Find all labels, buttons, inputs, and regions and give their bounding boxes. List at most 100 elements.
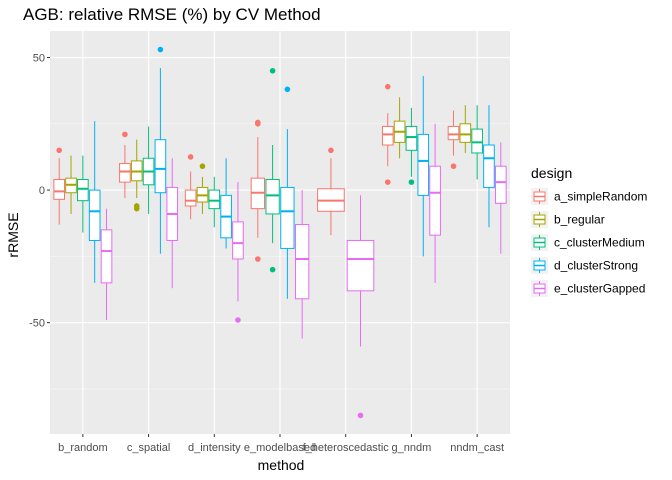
box-body bbox=[381, 125, 394, 146]
box-d_clusterStrong-c_spatial bbox=[154, 46, 167, 254]
box-e_clusterGapped-g_nndm bbox=[429, 123, 441, 283]
box-d_clusterStrong-nndm_cast bbox=[483, 105, 495, 228]
outlier-point bbox=[255, 119, 261, 126]
box-body bbox=[471, 128, 483, 154]
box-body bbox=[494, 165, 507, 204]
x-tick-label: d_intensity bbox=[188, 442, 241, 454]
outlier-point bbox=[328, 147, 334, 154]
x-axis: b_random c_spatial d_intensity e_modelbased… bbox=[58, 434, 504, 454]
outlier-point bbox=[450, 163, 457, 170]
outlier-point bbox=[269, 67, 276, 74]
box-a_simpleRandom-b_random bbox=[53, 147, 66, 225]
box-d_clusterStrong-g_nndm bbox=[417, 76, 430, 257]
chart-title: AGB: relative RMSE (%) by CV Method bbox=[23, 5, 321, 24]
x-tick-label: b_random bbox=[58, 442, 108, 454]
outlier-point bbox=[269, 266, 276, 273]
box-body bbox=[346, 239, 375, 292]
x-tick-label: e_modelbased bbox=[244, 442, 316, 454]
x-tick-label: nndm_cast bbox=[450, 442, 504, 454]
x-tick-label: f_heteroscedastic bbox=[303, 442, 390, 454]
box-e_clusterGapped-b_random bbox=[100, 208, 113, 320]
legend: design a_simpleRandom b_regular c_clusterM… bbox=[531, 165, 647, 297]
box-e_clusterGapped-c_spatial bbox=[166, 158, 179, 289]
outlier-point bbox=[384, 83, 391, 90]
box-body bbox=[417, 133, 430, 196]
box-c_clusterMedium-c_spatial bbox=[142, 126, 155, 214]
box-body bbox=[53, 178, 66, 200]
box-a_simpleRandom-c_spatial bbox=[119, 131, 131, 199]
y-axis: -50 0 50 bbox=[29, 53, 50, 330]
box-body bbox=[483, 144, 495, 188]
box-body bbox=[280, 186, 295, 249]
box-body bbox=[295, 224, 310, 300]
outlier-point bbox=[133, 205, 140, 212]
legend-title: design bbox=[531, 165, 572, 181]
box-body bbox=[459, 123, 472, 143]
outlier-point bbox=[56, 147, 62, 154]
legend-label: c_clusterMedium bbox=[554, 236, 645, 250]
outlier-point bbox=[157, 46, 164, 53]
box-e_clusterGapped-f_heteroscedastic bbox=[346, 195, 375, 419]
outlier-point bbox=[122, 131, 128, 138]
grid-major bbox=[50, 31, 510, 434]
y-axis-label: rRMSE bbox=[5, 212, 21, 257]
box-c_clusterMedium-d_intensity bbox=[208, 176, 221, 228]
box-d_clusterStrong-d_intensity bbox=[220, 158, 232, 249]
box-c_clusterMedium-nndm_cast bbox=[471, 105, 483, 180]
legend-item-d_clusterStrong: d_clusterStrong bbox=[531, 257, 638, 274]
box-e_clusterGapped-d_intensity bbox=[232, 182, 244, 323]
outlier-point bbox=[235, 317, 241, 323]
box-body bbox=[265, 178, 280, 215]
box-body bbox=[77, 178, 89, 202]
legend-label: e_clusterGapped bbox=[554, 282, 645, 296]
box-body bbox=[208, 189, 221, 210]
outlier-point bbox=[199, 163, 206, 170]
box-a_simpleRandom-f_heteroscedastic bbox=[317, 147, 345, 236]
box-d_clusterStrong-b_random bbox=[88, 121, 101, 283]
outlier-point bbox=[408, 179, 415, 185]
box-body bbox=[232, 221, 244, 260]
box-body bbox=[100, 229, 113, 284]
box-b_regular-nndm_cast bbox=[459, 105, 472, 153]
box-body bbox=[184, 189, 197, 207]
box-c_clusterMedium-g_nndm bbox=[405, 107, 418, 185]
legend-label: b_regular bbox=[554, 213, 605, 227]
box-body bbox=[405, 125, 418, 151]
x-axis-label: method bbox=[258, 457, 305, 473]
box-a_simpleRandom-g_nndm bbox=[381, 83, 394, 185]
outlier-point bbox=[384, 179, 391, 185]
x-tick-label: c_spatial bbox=[127, 442, 170, 454]
legend-label: d_clusterStrong bbox=[554, 259, 638, 273]
box-body bbox=[447, 125, 460, 141]
box-c_clusterMedium-b_random bbox=[77, 155, 89, 233]
box-body bbox=[119, 163, 131, 183]
x-tick-label: g_nndm bbox=[392, 442, 432, 454]
box-e_clusterGapped-nndm_cast bbox=[494, 142, 507, 254]
box-a_simpleRandom-nndm_cast bbox=[447, 110, 460, 170]
box-b_regular-c_spatial bbox=[130, 139, 143, 212]
box-groups bbox=[53, 46, 507, 419]
legend-item-b_regular: b_regular bbox=[531, 211, 605, 228]
box-b_regular-g_nndm bbox=[393, 97, 406, 159]
y-tick-label: 50 bbox=[33, 53, 45, 65]
legend-item-e_clusterGapped: e_clusterGapped bbox=[531, 280, 645, 297]
outlier-point bbox=[284, 86, 291, 93]
box-d_clusterStrong-e_modelbased bbox=[280, 86, 295, 299]
box-body bbox=[154, 139, 167, 194]
box-c_clusterMedium-e_modelbased bbox=[265, 67, 280, 273]
box-a_simpleRandom-e_modelbased bbox=[250, 119, 265, 262]
box-e_clusterGapped-e_modelbased bbox=[295, 190, 310, 339]
legend-item-c_clusterMedium: c_clusterMedium bbox=[531, 234, 645, 251]
legend-label: a_simpleRandom bbox=[554, 190, 647, 204]
box-b_regular-b_random bbox=[65, 155, 77, 214]
box-body bbox=[429, 165, 441, 236]
outlier-point bbox=[187, 154, 194, 160]
y-tick-label: 0 bbox=[39, 185, 45, 197]
outlier-point bbox=[255, 256, 261, 262]
y-tick-label: -50 bbox=[29, 318, 45, 330]
box-body bbox=[88, 189, 101, 241]
legend-item-a_simpleRandom: a_simpleRandom bbox=[531, 188, 647, 205]
box-b_regular-d_intensity bbox=[196, 163, 209, 214]
outlier-point bbox=[357, 412, 364, 419]
